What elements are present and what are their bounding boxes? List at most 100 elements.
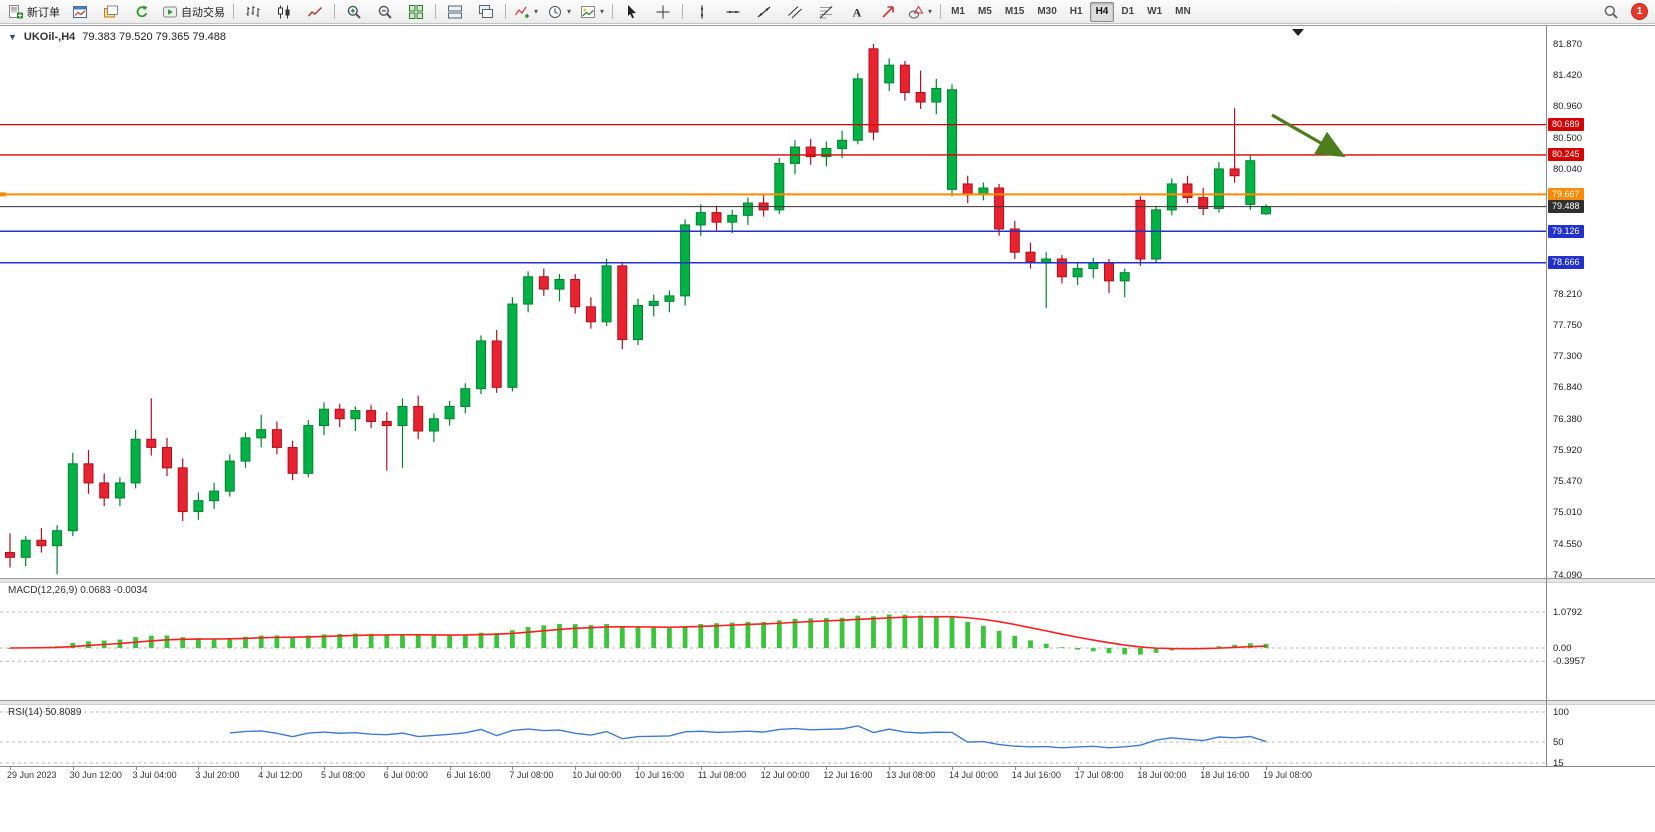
toolbar-separator [334, 4, 335, 19]
horizontal-lines [0, 123, 1546, 264]
horizontal-line-button[interactable] [718, 1, 748, 23]
candle [633, 304, 643, 341]
price-axis[interactable]: 81.870 81.420 80.960 80.500 80.040 78.210 77.7… [1547, 26, 1655, 769]
timeframe-mn[interactable]: MN [1175, 6, 1191, 17]
timeframe-w1[interactable]: W1 [1147, 6, 1163, 17]
macd-indicator-label: MACD(12,26,9) 0.0683 -0.0034 [8, 585, 148, 596]
candlestick-chart-button[interactable] [269, 1, 299, 23]
notification-badge[interactable]: 1 [1632, 4, 1647, 19]
toolbar-separator [233, 4, 234, 19]
candle [99, 482, 110, 499]
rsi-pane-splitter[interactable] [0, 700, 1655, 705]
price-tag: 79.667 [1548, 187, 1584, 201]
periods-button[interactable]: ▾ [543, 1, 575, 23]
annotation-arrow[interactable] [1271, 113, 1346, 158]
new-order-button-label: 新订单 [27, 6, 60, 19]
cascade-windows-button[interactable] [471, 1, 501, 23]
timeframe-m5[interactable]: M5 [977, 6, 992, 17]
candle [680, 224, 691, 297]
refresh-button[interactable] [127, 1, 157, 23]
indicators-icon [514, 4, 530, 20]
time-label: 30 Jun 12:00 [69, 770, 122, 780]
axis-tick-label: 50 [1553, 737, 1564, 748]
shapes-button[interactable]: ▾ [904, 1, 936, 23]
new-order-icon [8, 4, 24, 20]
candle [1182, 183, 1193, 199]
text-label-button[interactable]: A [842, 1, 872, 23]
candle [67, 463, 78, 532]
chevron-down-icon: ▾ [928, 7, 933, 16]
candle [1245, 160, 1256, 205]
candle [303, 425, 314, 474]
zoom-in-icon [346, 4, 362, 20]
candle [711, 212, 722, 223]
time-label: 10 Jul 00:00 [572, 770, 622, 780]
cursor-icon [624, 4, 640, 20]
axis-tick-label: 77.300 [1553, 350, 1583, 362]
rsi-pane[interactable] [0, 704, 1546, 766]
time-label: 6 Jul 00:00 [383, 770, 428, 780]
axis-tick-label: 74.090 [1553, 570, 1583, 582]
time-tick [1266, 766, 1267, 770]
tile-windows-button[interactable] [401, 1, 431, 23]
time-label: 11 Jul 08:00 [697, 770, 747, 780]
time-tick [512, 766, 514, 770]
time-tick [826, 766, 828, 770]
candle [1025, 251, 1036, 263]
candle [617, 265, 628, 341]
bar-chart-button[interactable] [238, 1, 268, 23]
candle [350, 410, 361, 420]
timeframe-m15[interactable]: M15 [1004, 6, 1025, 17]
chart-window-icon [72, 4, 88, 20]
candle [805, 146, 816, 158]
vertical-line-button[interactable] [687, 1, 717, 23]
candle [209, 490, 220, 502]
new-order-button[interactable]: 新订单 [4, 1, 64, 23]
trendline-button[interactable] [749, 1, 779, 23]
candle [271, 429, 282, 448]
chart-shift-marker[interactable] [1292, 29, 1304, 36]
svg-text:A: A [853, 5, 862, 19]
search-button[interactable] [1596, 1, 1626, 23]
timeframe-d1[interactable]: D1 [1121, 6, 1135, 17]
timeframe-h1[interactable]: H1 [1069, 6, 1083, 17]
candle [1135, 199, 1146, 260]
symbol-dropdown-icon: ▼ [8, 32, 17, 42]
rsi-indicator-label: RSI(14) 50.8089 [8, 707, 82, 718]
main-chart-pane[interactable] [0, 26, 1546, 578]
time-axis[interactable]: 29 Jun 2023 30 Jun 12:00 3 Jul 04:00 3 Jul … [0, 766, 1655, 784]
candle [146, 438, 157, 448]
clock-icon [547, 4, 563, 20]
zoom-in-button[interactable] [339, 1, 369, 23]
candle [36, 539, 47, 547]
time-label: 18 Jul 00:00 [1137, 770, 1187, 780]
toolbar-right: 1 [1596, 1, 1651, 23]
macd-pane[interactable] [0, 582, 1546, 700]
macd-pane-splitter[interactable] [0, 578, 1655, 583]
candle [962, 183, 973, 196]
timeframe-h4[interactable]: H4 [1089, 1, 1115, 22]
arrange-windows-button[interactable] [440, 1, 470, 23]
zoom-out-button[interactable] [370, 1, 400, 23]
templates-button[interactable]: ▾ [576, 1, 608, 23]
indicators-button[interactable]: ▾ [510, 1, 542, 23]
candle [319, 408, 329, 427]
arrow-tools-button[interactable] [873, 1, 903, 23]
time-label: 10 Jul 16:00 [635, 770, 685, 780]
charts-button[interactable] [65, 1, 95, 23]
timeframe-m1[interactable]: M1 [951, 6, 965, 17]
fibonacci-button[interactable] [811, 1, 841, 23]
time-tick [72, 766, 74, 770]
autotrading-button[interactable]: 自动交易 [158, 1, 229, 23]
tile-icon [408, 4, 424, 20]
channel-button[interactable] [780, 1, 810, 23]
crosshair-button[interactable] [648, 1, 678, 23]
profiles-button[interactable] [96, 1, 126, 23]
candle [648, 300, 659, 306]
candle [366, 410, 377, 422]
timeframe-m30[interactable]: M30 [1037, 6, 1057, 17]
macd-histogram [7, 614, 1269, 655]
cursor-button[interactable] [617, 1, 647, 23]
line-chart-button[interactable] [300, 1, 330, 23]
time-label: 19 Jul 08:00 [1263, 770, 1313, 780]
